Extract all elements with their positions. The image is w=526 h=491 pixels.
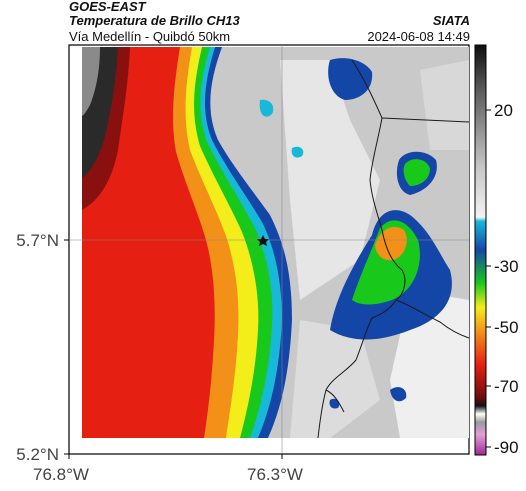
temperature-field	[82, 47, 469, 438]
colorbar-ticks	[486, 109, 491, 448]
source-label: SIATA	[432, 13, 470, 28]
boundary-lines	[317, 59, 470, 439]
region-subtitle: Vía Medellín - Quibdó 50km	[69, 29, 231, 44]
satellite-label: GOES-EAST	[69, 0, 146, 14]
product-title: Temperatura de Brillo CH13	[69, 13, 240, 28]
lon-tick-76-3: 76.3°W	[247, 465, 303, 484]
timestamp-label: 2024-06-08 14:49	[367, 29, 470, 44]
colorbar-label-neg50: -50	[494, 318, 519, 337]
colorbar	[474, 44, 487, 456]
lat-tick-5-2: 5.2°N	[16, 445, 59, 464]
axis-ticks	[64, 239, 283, 459]
colorbar-label-neg70: -70	[494, 377, 519, 396]
colorbar-label-20: 20	[494, 101, 513, 120]
colorbar-label-neg30: -30	[494, 257, 519, 276]
lat-tick-5-7: 5.7°N	[16, 231, 59, 250]
lon-tick-76-8: 76.8°W	[33, 465, 89, 484]
location-star-icon	[257, 235, 269, 246]
colorbar-label-neg90: -90	[494, 438, 519, 457]
